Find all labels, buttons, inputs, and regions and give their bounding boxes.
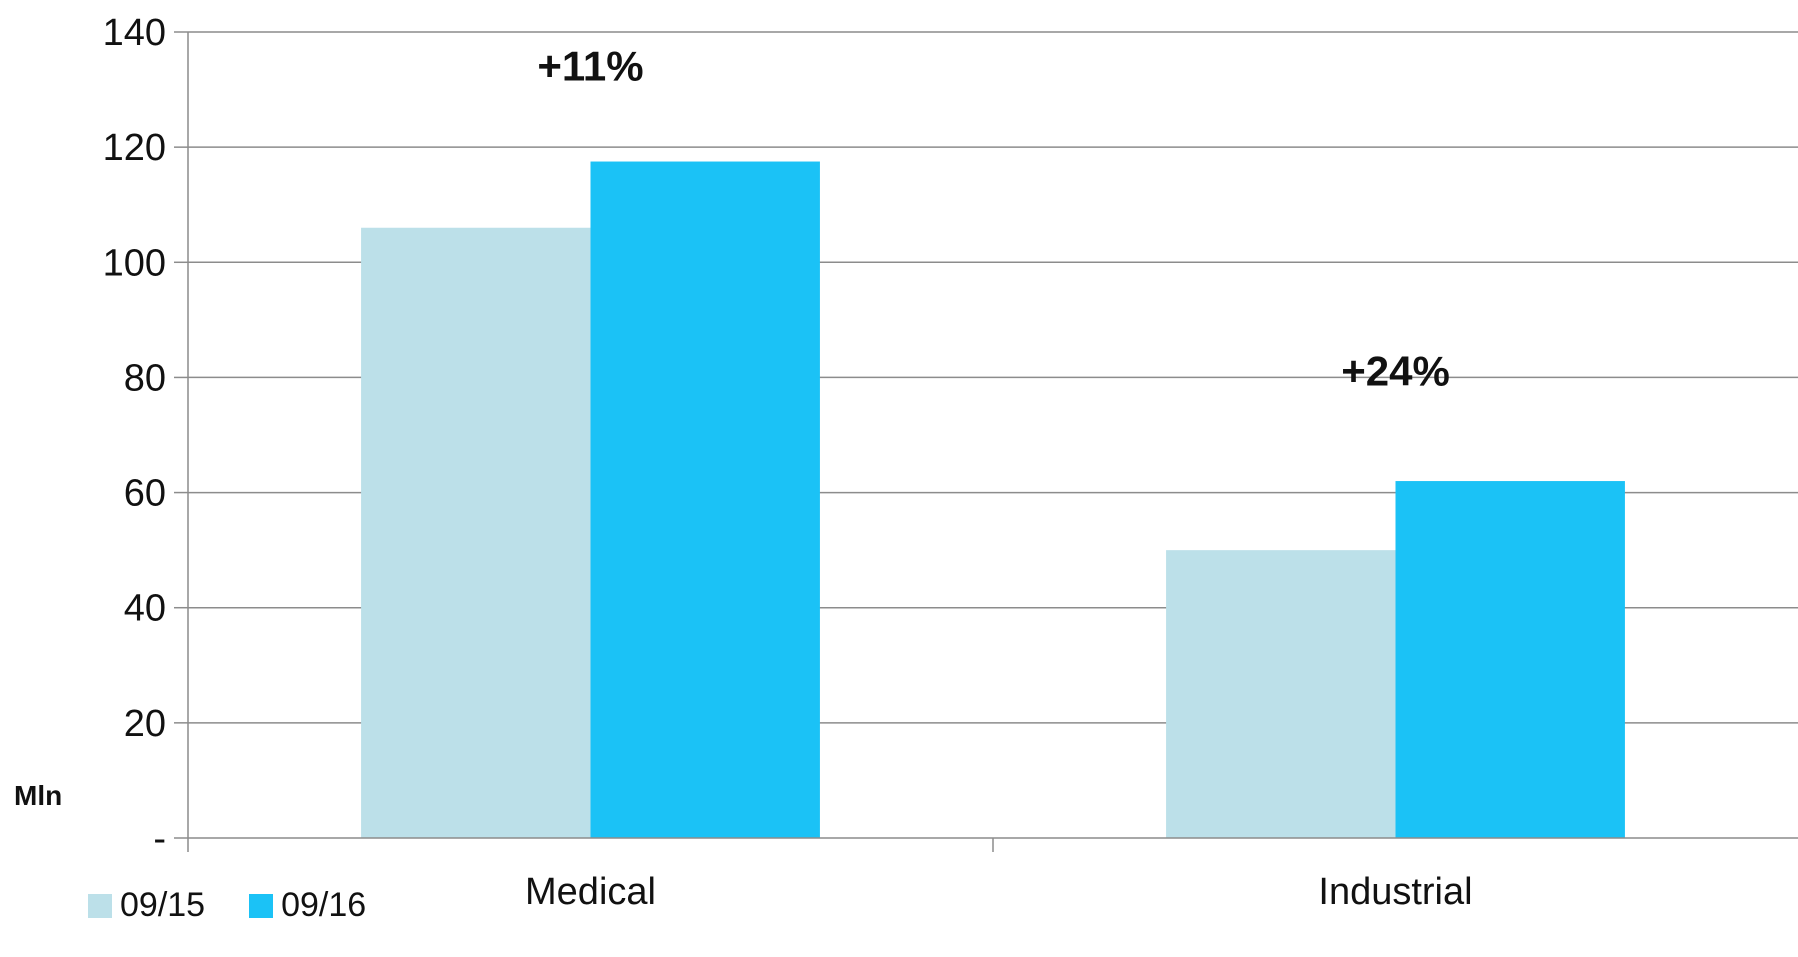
legend-swatch bbox=[249, 893, 274, 918]
bar-industrial-09-16 bbox=[1395, 481, 1625, 838]
bar-industrial-09-15 bbox=[1166, 550, 1396, 838]
bars bbox=[361, 161, 1625, 839]
y-tick-label: 60 bbox=[124, 473, 166, 515]
y-tick-label: 140 bbox=[103, 12, 166, 54]
growth-annotation: +11% bbox=[537, 43, 643, 90]
legend-item: 09/15 bbox=[88, 886, 205, 925]
y-tick-label: 20 bbox=[124, 703, 166, 745]
axes bbox=[187, 32, 1798, 852]
y-tick-label: 80 bbox=[124, 357, 166, 399]
y-axis-label: Mln bbox=[14, 780, 62, 811]
growth-annotation: +24% bbox=[1341, 348, 1450, 395]
bar-medical-09-15 bbox=[361, 227, 591, 838]
legend-swatch bbox=[88, 893, 112, 918]
legend-label: 09/15 bbox=[120, 886, 206, 924]
bar-medical-09-16 bbox=[590, 161, 820, 839]
y-tick-label: 120 bbox=[103, 127, 166, 169]
legend-item: 09/16 bbox=[249, 886, 366, 925]
legend: 09/15 09/16 bbox=[88, 886, 410, 925]
x-tick-label: Medical bbox=[525, 871, 656, 913]
y-tick-label: - bbox=[153, 818, 166, 860]
y-tick-labels: - 20 40 60 80 100 120 140 bbox=[103, 12, 166, 860]
y-tick-label: 100 bbox=[103, 242, 166, 284]
legend-label: 09/16 bbox=[281, 886, 367, 924]
x-tick-labels: Medical Industrial bbox=[525, 871, 1473, 913]
y-tick-label: 40 bbox=[124, 588, 166, 630]
annotations: +11% +24% bbox=[537, 43, 1449, 395]
x-tick-label: Industrial bbox=[1318, 871, 1472, 913]
